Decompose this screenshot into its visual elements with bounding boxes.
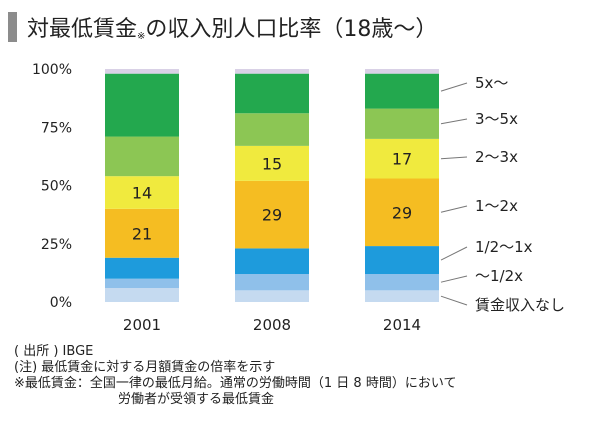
footnote: (注) 最低賃金に対する月額賃金の倍率を示す bbox=[14, 360, 276, 375]
bar-segment bbox=[235, 113, 309, 146]
bar-segment bbox=[235, 248, 309, 275]
data-label: 29 bbox=[262, 206, 282, 225]
legend-label: 3〜5x bbox=[475, 110, 518, 128]
legend-label: 5x〜 bbox=[475, 74, 508, 92]
y-tick-label: 100% bbox=[32, 62, 72, 78]
bar-segment bbox=[365, 108, 439, 139]
bar-segment bbox=[105, 136, 179, 177]
definition-line-2: 労働者が受領する最低賃金 bbox=[118, 392, 275, 407]
bar-segment bbox=[235, 145, 309, 181]
bar-segment bbox=[105, 278, 179, 289]
source-note: ( 出所 ) IBGE bbox=[14, 344, 94, 359]
bar-segment bbox=[365, 73, 439, 109]
legend-leader-line bbox=[440, 118, 468, 125]
x-tick-label: 2008 bbox=[253, 316, 291, 334]
data-label: 15 bbox=[262, 154, 282, 173]
bar-segment bbox=[105, 69, 179, 74]
bar-segment bbox=[105, 208, 179, 258]
bar-segment bbox=[235, 180, 309, 249]
title-mark: ※ bbox=[137, 31, 146, 42]
x-tick-label: 2014 bbox=[383, 316, 421, 334]
bar-segment bbox=[105, 257, 179, 279]
definition-line-1: ※最低賃金：全国一律の最低月給。通常の労働時間（1 日 8 時間）において bbox=[14, 376, 457, 391]
data-label: 14 bbox=[132, 183, 152, 202]
legend-label: 1/2〜1x bbox=[475, 238, 533, 256]
bar-segment bbox=[365, 69, 439, 74]
bar-segment bbox=[365, 178, 439, 247]
bar-segment bbox=[235, 69, 309, 74]
bar-segment bbox=[365, 246, 439, 275]
y-tick-label: 75% bbox=[41, 120, 72, 136]
bar-segment bbox=[105, 288, 179, 302]
data-label: 17 bbox=[392, 150, 412, 169]
bar-segment bbox=[105, 176, 179, 209]
title-main: 対最低賃金 bbox=[27, 17, 138, 42]
legend-leader-line bbox=[440, 82, 468, 92]
legend-leader-line bbox=[440, 205, 468, 213]
title-accent-bar bbox=[8, 12, 17, 42]
legend-leader-line bbox=[440, 295, 468, 306]
x-tick-label: 2001 bbox=[123, 316, 161, 334]
y-tick-label: 0% bbox=[50, 295, 72, 311]
legend-leader-line bbox=[440, 275, 468, 283]
bar-segment bbox=[235, 73, 309, 114]
chart-title: 対最低賃金※の収入別人口比率（18歳〜） bbox=[8, 10, 437, 44]
legend-leader-line bbox=[440, 246, 468, 261]
bar-segment bbox=[105, 73, 179, 137]
data-label: 21 bbox=[132, 224, 152, 243]
title-rest: の収入別人口比率（18歳〜） bbox=[145, 17, 438, 42]
chart-title-text: 対最低賃金※の収入別人口比率（18歳〜） bbox=[27, 11, 437, 43]
legend-label: 〜1/2x bbox=[475, 267, 523, 285]
bar-segment bbox=[365, 138, 439, 179]
legend-label: 賃金収入なし bbox=[475, 296, 565, 314]
y-tick-label: 50% bbox=[41, 179, 72, 195]
legend-label: 2〜3x bbox=[475, 148, 518, 166]
bar-segment bbox=[365, 274, 439, 291]
bar-segment bbox=[235, 274, 309, 291]
legend-leader-line bbox=[440, 156, 468, 160]
data-label: 29 bbox=[392, 203, 412, 222]
y-tick-label: 25% bbox=[41, 237, 72, 253]
bar-segment bbox=[365, 290, 439, 302]
bar-segment bbox=[235, 290, 309, 302]
legend-label: 1〜2x bbox=[475, 197, 518, 215]
